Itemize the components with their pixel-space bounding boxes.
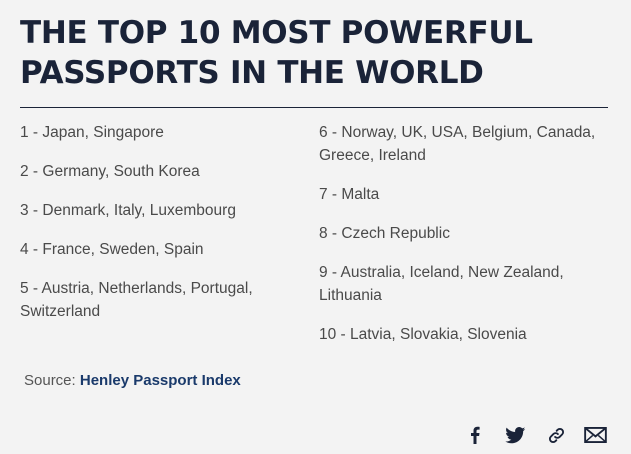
rankings-right-column: 6 - Norway, UK, USA, Belgium, Canada, Gr… bbox=[319, 121, 609, 362]
twitter-icon bbox=[504, 426, 525, 443]
ranking-item: 4 - France, Sweden, Spain bbox=[20, 241, 204, 258]
email-share-button[interactable] bbox=[583, 424, 607, 446]
ranking-item: 9 - Australia, Iceland, New Zealand, Lit… bbox=[319, 264, 564, 304]
copy-link-button[interactable] bbox=[546, 424, 566, 446]
title-divider bbox=[20, 107, 608, 108]
twitter-share-button[interactable] bbox=[504, 424, 526, 446]
title-line-1: THE TOP 10 MOST POWERFUL bbox=[20, 15, 533, 51]
ranking-item: 5 - Austria, Netherlands, Portugal, Swit… bbox=[20, 280, 253, 320]
source-prefix: Source: bbox=[24, 372, 76, 389]
ranking-item: 2 - Germany, South Korea bbox=[20, 163, 200, 180]
ranking-item: 6 - Norway, UK, USA, Belgium, Canada, Gr… bbox=[319, 124, 596, 164]
title-line-2: PASSPORTS IN THE WORLD bbox=[20, 55, 484, 91]
facebook-icon bbox=[471, 426, 480, 444]
facebook-share-button[interactable] bbox=[466, 424, 484, 446]
source-link[interactable]: Henley Passport Index bbox=[79, 372, 241, 389]
ranking-item: 10 - Latvia, Slovakia, Slovenia bbox=[319, 326, 527, 343]
source-line: Source: Henley Passport Index bbox=[24, 371, 241, 391]
rankings-left-column: 1 - Japan, Singapore 2 - Germany, South … bbox=[20, 121, 300, 339]
link-icon bbox=[548, 427, 564, 443]
ranking-item: 8 - Czech Republic bbox=[319, 225, 450, 242]
ranking-item: 7 - Malta bbox=[319, 186, 380, 203]
ranking-item: 1 - Japan, Singapore bbox=[20, 124, 164, 141]
mail-icon bbox=[583, 427, 607, 443]
page-title: THE TOP 10 MOST POWERFUL PASSPORTS IN TH… bbox=[20, 13, 600, 93]
ranking-item: 3 - Denmark, Italy, Luxembourg bbox=[20, 202, 236, 219]
